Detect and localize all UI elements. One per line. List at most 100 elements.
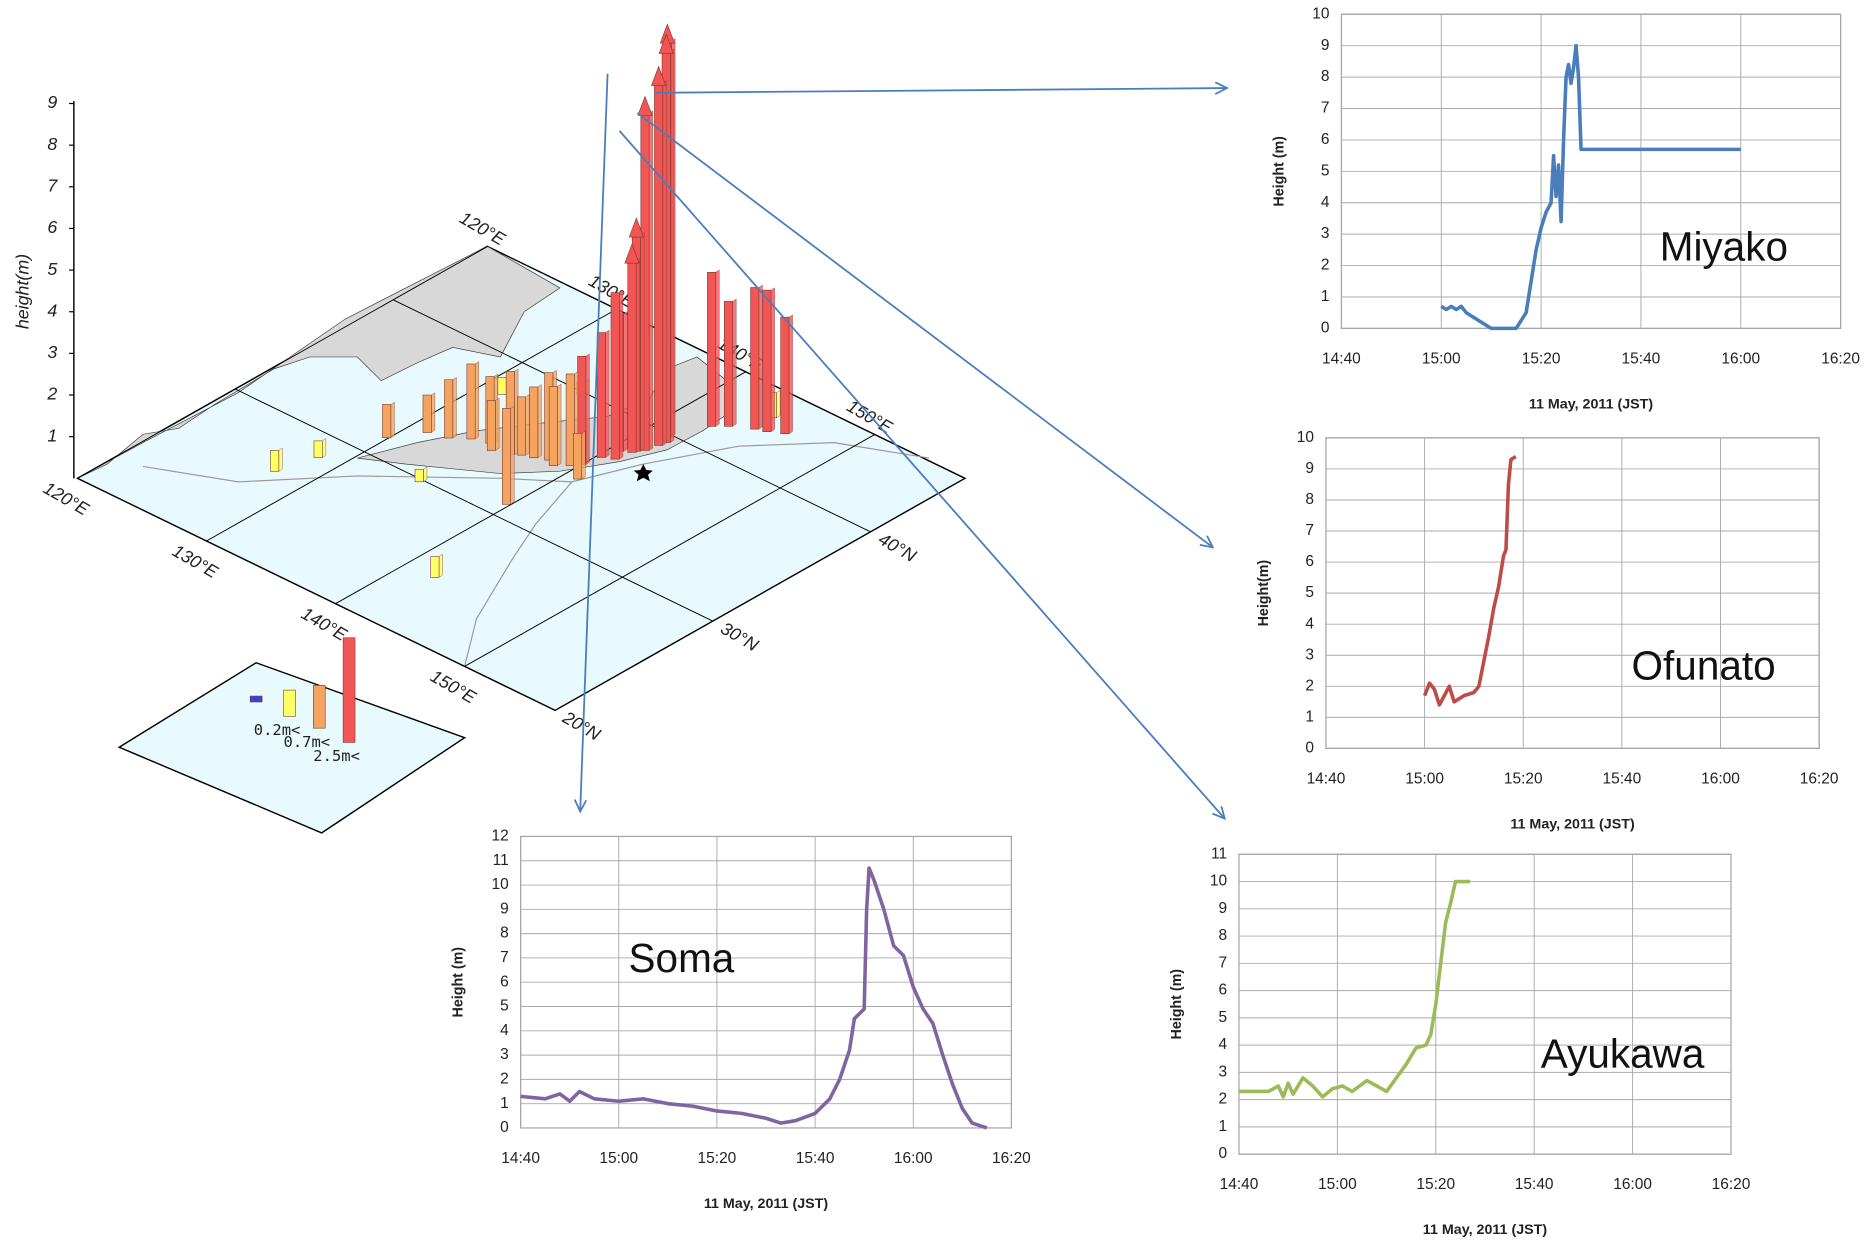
y-tick-label: 2	[1305, 677, 1314, 694]
x-tick-label: 16:00	[1613, 1176, 1652, 1193]
bar	[780, 316, 790, 435]
map-grid-line	[77, 245, 489, 479]
bar-side	[390, 401, 395, 439]
y-tick-label: 5	[1321, 162, 1330, 179]
legend: 0.2m<0.7m<2.5m<	[117, 637, 467, 834]
legend-swatch	[313, 685, 326, 729]
y-tick-label: 8	[1305, 491, 1314, 508]
x-tick-label: 15:00	[1405, 770, 1444, 787]
y-axis-label: Height (m)	[1169, 969, 1185, 1040]
bar	[486, 400, 496, 451]
connector-arrows	[580, 73, 1227, 819]
y-tick-label: 0	[500, 1119, 509, 1136]
y-tick-label: 10	[1297, 429, 1314, 446]
z-tick-label: 7	[47, 176, 58, 196]
bar-side	[537, 384, 542, 459]
z-tick-label: 9	[47, 92, 57, 112]
bar-side	[431, 392, 436, 433]
bar-side	[788, 314, 793, 435]
y-tick-label: 7	[1321, 100, 1330, 117]
z-tick-label: 8	[47, 134, 57, 154]
lon-tick-label: 130°E	[169, 540, 222, 582]
station-name: Miyako	[1660, 224, 1788, 270]
y-tick-label: 8	[1321, 68, 1330, 85]
y-tick-label: 1	[1321, 288, 1330, 305]
bar-side	[423, 466, 428, 483]
z-tick-label: 2	[46, 384, 57, 404]
bar-arrowhead	[651, 65, 667, 86]
y-tick-label: 8	[500, 925, 509, 942]
y-tick-label: 0	[1305, 740, 1314, 757]
bar-side	[670, 48, 675, 443]
legend-plane	[117, 661, 467, 834]
x-tick-label: 14:40	[1307, 770, 1346, 787]
legend-label: 2.5m<	[313, 747, 360, 765]
data-line	[1440, 43, 1741, 331]
bar	[497, 377, 507, 395]
bar-side	[640, 231, 645, 452]
x-tick-label: 16:20	[1712, 1176, 1751, 1193]
bar	[466, 363, 476, 440]
bar-side	[623, 311, 628, 452]
bar-side	[438, 553, 443, 578]
bar-side	[770, 287, 775, 433]
x-tick-label: 15:20	[1504, 770, 1543, 787]
y-tick-label: 12	[491, 828, 508, 845]
x-tick-label: 14:40	[1220, 1176, 1259, 1193]
data-line	[1238, 879, 1471, 1099]
x-tick-label: 15:00	[1318, 1176, 1357, 1193]
y-tick-label: 7	[1218, 954, 1227, 971]
x-tick-label: 15:20	[698, 1150, 737, 1167]
y-tick-label: 0	[1218, 1145, 1227, 1162]
x-tick-label: 15:40	[1603, 770, 1642, 787]
bar-side	[732, 298, 737, 427]
land-asia	[77, 245, 561, 479]
x-tick-label: 16:00	[894, 1150, 933, 1167]
trench-line	[464, 481, 573, 667]
y-axis-label: Height (m)	[1271, 136, 1287, 207]
z-tick-label: 4	[47, 300, 57, 320]
line-chart: 0 1 2 3 4 5 6 7 8 9 10 11 14:40 15:00 15:20 15:40 16:00 1…	[1169, 845, 1751, 1238]
legend-label: 0.2m<	[254, 721, 301, 739]
y-tick-label: 6	[1321, 131, 1330, 148]
bar	[596, 332, 606, 458]
y-tick-label: 2	[1321, 257, 1330, 274]
bar	[565, 373, 575, 466]
z-tick-label: 3	[47, 342, 57, 362]
data-line	[520, 866, 988, 1130]
z-tick-label: 5	[47, 259, 57, 279]
bar	[414, 468, 424, 483]
bar	[517, 396, 526, 456]
connector-arrow	[618, 130, 1224, 819]
bar	[313, 440, 323, 458]
y-tick-label: 6	[1305, 553, 1314, 570]
bar-side	[619, 289, 624, 460]
z-tick-label: 1	[47, 425, 57, 445]
bar	[762, 289, 772, 433]
bar	[382, 404, 392, 439]
x-tick-label: 16:20	[1821, 350, 1860, 367]
y-tick-label: 6	[1218, 982, 1227, 999]
bar-side	[581, 430, 586, 480]
bar-side	[474, 361, 480, 440]
lon-tick-label: 150°E	[427, 666, 480, 708]
bar	[654, 82, 664, 446]
bar-arrowhead	[658, 33, 674, 54]
bar-side	[648, 110, 653, 451]
y-tick-label: 2	[500, 1070, 509, 1087]
bar	[573, 432, 583, 480]
z-tick-label: 6	[47, 217, 57, 237]
x-axis-label: 11 May, 2011 (JST)	[1529, 396, 1654, 412]
bar-arrowhead	[624, 243, 640, 264]
data-line	[1422, 454, 1517, 707]
map-grid-line	[206, 308, 618, 542]
bar	[750, 287, 760, 430]
y-tick-label: 5	[500, 998, 509, 1015]
y-tick-label: 4	[1305, 615, 1314, 632]
lat-tick-label: 40°N	[875, 529, 920, 566]
lat-tick-label: 30°N	[717, 618, 762, 655]
line-chart: 0 1 2 3 4 5 6 7 8 9 10 14:40 15:00 15:20 15:40 16:00 16:…	[1271, 5, 1860, 412]
bar	[422, 394, 432, 433]
x-tick-label: 14:40	[1322, 350, 1361, 367]
